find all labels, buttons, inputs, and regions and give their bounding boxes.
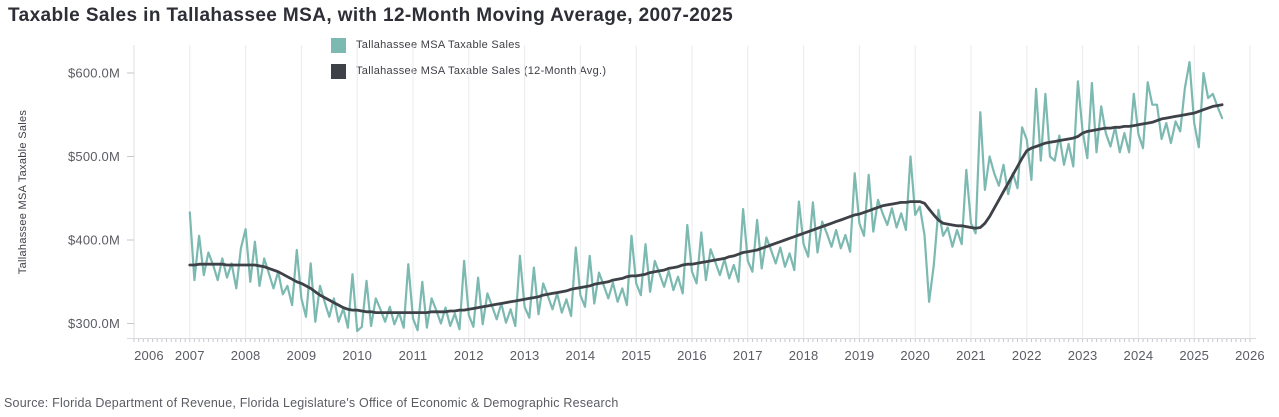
source-caption: Source: Florida Department of Revenue, F…: [4, 396, 619, 410]
y-tick-label: $500.0M: [68, 149, 120, 164]
legend-swatch-moving-average: [331, 63, 346, 79]
x-tick-label: 2015: [621, 348, 651, 363]
x-tick-label: 2006: [134, 348, 164, 363]
chart-title: Taxable Sales in Tallahassee MSA, with 1…: [8, 5, 734, 26]
x-tick-label: 2016: [677, 348, 707, 363]
x-tick-label: 2023: [1068, 348, 1098, 363]
x-tick-label: 2019: [845, 348, 875, 363]
x-tick-label: 2022: [1012, 348, 1042, 363]
legend-label-moving-average: Tallahassee MSA Taxable Sales (12-Month …: [356, 65, 607, 77]
x-tick-label: 2017: [733, 348, 763, 363]
x-tick-label: 2007: [175, 348, 205, 363]
x-tick-label: 2018: [789, 348, 819, 363]
x-tick-label: 2008: [231, 348, 261, 363]
x-tick-label: 2020: [900, 348, 930, 363]
x-tick-label: 2021: [956, 348, 986, 363]
legend-item-moving-average[interactable]: Tallahassee MSA Taxable Sales (12-Month …: [331, 63, 606, 79]
taxable-sales-line[interactable]: [188, 60, 1224, 333]
moving-average-line[interactable]: [188, 103, 1224, 315]
x-tick-label: 2010: [342, 348, 372, 363]
x-tick-label: 2011: [399, 348, 428, 363]
y-tick-label: $600.0M: [68, 66, 120, 81]
legend-item-taxable-sales[interactable]: Tallahassee MSA Taxable Sales: [331, 37, 606, 53]
legend-label-taxable-sales: Tallahassee MSA Taxable Sales: [356, 39, 521, 51]
x-tick-label: 2025: [1179, 348, 1209, 363]
x-tick-label: 2026: [1235, 348, 1265, 363]
x-tick-label: 2014: [566, 348, 596, 363]
x-tick-label: 2024: [1124, 348, 1154, 363]
x-tick-label: 2009: [287, 348, 317, 363]
legend-swatch-taxable-sales: [331, 37, 346, 53]
y-tick-label: $400.0M: [68, 233, 120, 248]
x-tick-label: 2012: [454, 348, 484, 363]
y-tick-label: $300.0M: [68, 316, 120, 331]
x-tick-label: 2013: [510, 348, 540, 363]
legend: Tallahassee MSA Taxable Sales Tallahasse…: [331, 37, 606, 89]
